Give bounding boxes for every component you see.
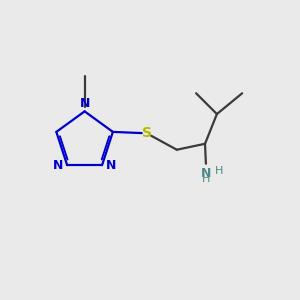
Text: N: N	[80, 98, 90, 110]
Text: N: N	[53, 159, 64, 172]
Text: N: N	[106, 159, 116, 172]
Text: N: N	[201, 167, 212, 180]
Text: S: S	[142, 126, 152, 140]
Text: H: H	[215, 166, 223, 176]
Text: H: H	[202, 174, 211, 184]
